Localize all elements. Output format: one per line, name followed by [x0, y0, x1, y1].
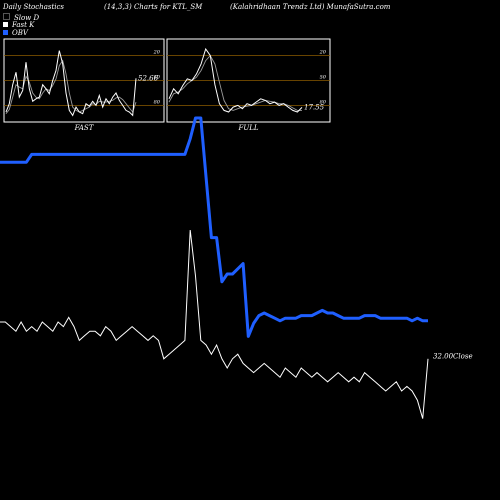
- legend-label-slow-d: Slow D: [14, 14, 40, 22]
- fast-panel-title: FAST: [74, 124, 95, 132]
- legend-swatch-slow-d: [3, 13, 10, 20]
- full-tick-label-50: 50: [320, 75, 327, 81]
- close-last-value-label: 32.00Close: [433, 352, 473, 360]
- full-tick-label-20: 80: [320, 99, 327, 105]
- chart-params: (14,3,3) Charts for KTL_SM: [104, 3, 203, 11]
- legend-swatch-obv: [3, 30, 8, 35]
- close-price-line: [0, 229, 429, 419]
- legend-item-slow-d: Slow D: [3, 13, 39, 22]
- chart-title: Daily Stochastics: [3, 3, 65, 11]
- full-series-k: [168, 47, 303, 113]
- full-panel-title: FULL: [237, 124, 258, 132]
- full-last-value-label: 17.55: [304, 103, 325, 111]
- legend-label-obv: OBV: [12, 29, 28, 37]
- fast-tick-label-80: 20: [153, 50, 161, 56]
- legend-item-fast-k: Fast K: [3, 21, 34, 29]
- legend-swatch-fast-k: [3, 22, 8, 27]
- fast-last-value-label: 52.66: [138, 74, 159, 82]
- full-tick-label-80: 20: [319, 50, 327, 56]
- fast-series-k: [5, 50, 137, 117]
- fast-tick-label-20: 80: [154, 99, 161, 105]
- full-series-d: [168, 54, 302, 111]
- fast-tick-label-50: 50: [154, 75, 161, 81]
- legend-label-fast-k: Fast K: [12, 21, 35, 29]
- obv-line: [0, 116, 428, 338]
- company-name: (Kalahridhaan Trendz Ltd) MunafaSutra.co…: [230, 3, 391, 11]
- legend-item-obv: OBV: [3, 29, 28, 37]
